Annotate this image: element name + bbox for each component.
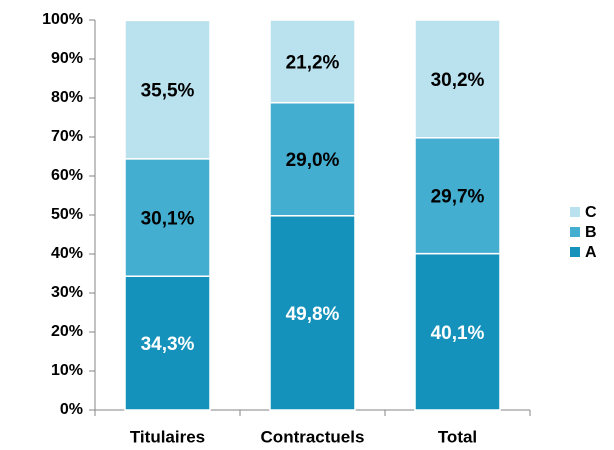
legend-label: A (585, 244, 597, 261)
legend-label: B (585, 224, 597, 241)
data-label: 49,8% (286, 304, 340, 325)
y-tick-label: 50% (51, 206, 83, 223)
bar-segment (269, 101, 356, 217)
y-tick-label: 80% (51, 89, 83, 106)
legend-swatch (570, 207, 580, 217)
x-tick-label: Total (438, 427, 477, 446)
y-tick-label: 90% (51, 50, 83, 67)
bar-segment (124, 158, 211, 277)
y-tick-label: 30% (51, 284, 83, 301)
data-label: 29,7% (431, 187, 485, 208)
y-tick-label: 70% (51, 128, 83, 145)
data-label: 34,3% (141, 334, 195, 355)
y-tick-label: 40% (51, 245, 83, 262)
bar-segment (124, 19, 211, 160)
y-tick-label: 100% (42, 11, 83, 28)
data-label: 30,2% (431, 70, 485, 91)
data-label: 40,1% (431, 323, 485, 344)
data-label: 35,5% (141, 81, 195, 102)
y-tick-label: 60% (51, 167, 83, 184)
y-tick-label: 10% (51, 362, 83, 379)
data-label: 30,1% (141, 209, 195, 230)
x-tick-label: Titulaires (130, 427, 205, 446)
legend-swatch (570, 247, 580, 257)
x-tick-label: Contractuels (261, 427, 365, 446)
bar-segment (124, 275, 211, 411)
data-label: 21,2% (286, 52, 340, 73)
bar-segment (414, 137, 501, 255)
y-tick-label: 20% (51, 323, 83, 340)
y-tick-label: 0% (60, 401, 83, 418)
bar-segment (269, 215, 356, 411)
legend-swatch (570, 227, 580, 237)
bar-segment (269, 19, 356, 104)
data-label: 29,0% (286, 150, 340, 171)
bar-segment (414, 19, 501, 139)
legend-label: C (585, 204, 597, 221)
